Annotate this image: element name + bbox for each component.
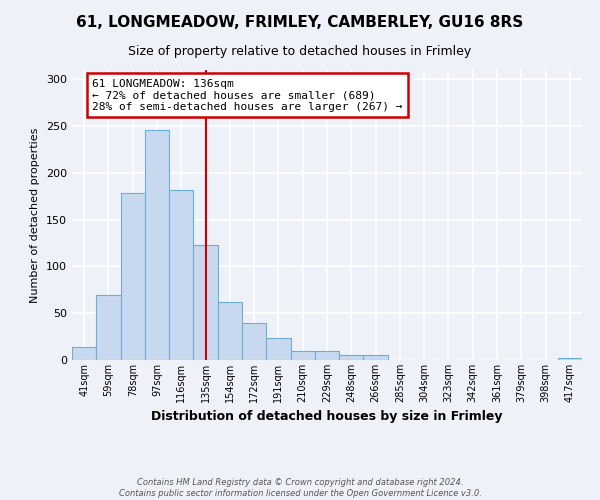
- Bar: [218, 302, 242, 360]
- Bar: [339, 356, 364, 360]
- Bar: [242, 322, 266, 360]
- Text: 61 LONGMEADOW: 136sqm
← 72% of detached houses are smaller (689)
28% of semi-det: 61 LONGMEADOW: 136sqm ← 72% of detached …: [92, 78, 403, 112]
- Bar: [364, 356, 388, 360]
- Bar: [72, 347, 96, 360]
- Bar: [193, 245, 218, 360]
- X-axis label: Distribution of detached houses by size in Frimley: Distribution of detached houses by size …: [151, 410, 503, 424]
- Bar: [290, 350, 315, 360]
- Bar: [266, 338, 290, 360]
- Bar: [121, 192, 145, 360]
- Text: Contains HM Land Registry data © Crown copyright and database right 2024.
Contai: Contains HM Land Registry data © Crown c…: [119, 478, 481, 498]
- Bar: [96, 296, 121, 360]
- Bar: [558, 358, 582, 360]
- Text: Size of property relative to detached houses in Frimley: Size of property relative to detached ho…: [128, 45, 472, 58]
- Bar: [169, 190, 193, 360]
- Y-axis label: Number of detached properties: Number of detached properties: [31, 128, 40, 302]
- Bar: [315, 350, 339, 360]
- Bar: [145, 130, 169, 360]
- Text: 61, LONGMEADOW, FRIMLEY, CAMBERLEY, GU16 8RS: 61, LONGMEADOW, FRIMLEY, CAMBERLEY, GU16…: [76, 15, 524, 30]
